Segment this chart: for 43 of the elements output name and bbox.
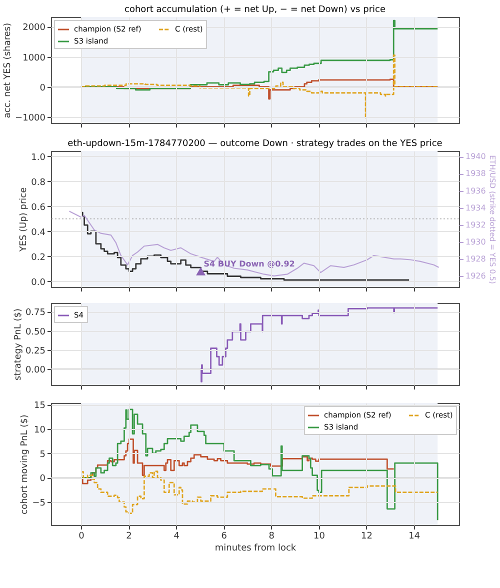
y-tick-label: 0.6 (31, 202, 46, 213)
y-tick-label: 10 (34, 425, 46, 436)
x-tick-label: 4 (174, 532, 180, 542)
y-axis-title: YES (Up) price (19, 186, 30, 253)
x-axis-title: minutes from lock (214, 544, 297, 554)
y-tick-label: 0 (40, 83, 46, 94)
y-tick-label: 1.0 (31, 152, 46, 163)
y-tick-label: 0.4 (31, 228, 46, 238)
line-series (68, 210, 440, 276)
chart-title: eth-updown-15m-1784770200 — outcome Down · strategy trades on the YES price (68, 139, 443, 149)
x-tick-label: 2 (126, 532, 132, 542)
y2-tick-label: 1930 (466, 237, 486, 246)
y-tick-label: 15 (34, 401, 46, 412)
x-tick-label: 10 (313, 532, 326, 542)
y2-tick-label: 1932 (466, 220, 486, 230)
x-tick-label: 6 (221, 532, 228, 542)
y-tick-label: 0.50 (25, 327, 46, 338)
y-tick-label: −1000 (15, 113, 46, 124)
chart-title: cohort accumulation (+ = net Up, − = net Down) vs price (124, 5, 386, 15)
y2-tick-label: 1928 (466, 254, 486, 264)
y-tick-label: 0 (40, 474, 46, 484)
y-axis-title: acc. net YES (shares) (3, 22, 14, 118)
y-axis-title: cohort moving PnL ($) (20, 414, 30, 514)
x-tick-label: 8 (268, 532, 275, 542)
y-tick-label: 0.75 (25, 308, 46, 318)
x-tick-label: 0 (78, 532, 85, 542)
y-tick-label: 0.2 (31, 252, 46, 263)
x-tick-label: 12 (361, 532, 372, 542)
x-tick-label: 14 (408, 532, 420, 542)
y2-tick-label: 1940 (466, 152, 486, 162)
y-tick-label: 1000 (22, 53, 46, 64)
y2-tick-label: 1938 (466, 169, 486, 178)
y2-tick-label: 1926 (466, 271, 486, 280)
y-tick-label: −5 (32, 498, 46, 509)
y-tick-label: 2000 (22, 23, 46, 34)
y2-tick-label: 1936 (466, 186, 486, 196)
y-tick-label: 0.00 (25, 365, 46, 376)
y-tick-label: 0.8 (31, 178, 46, 188)
y2-tick-label: 1934 (466, 203, 486, 212)
y-axis-title: strategy PnL ($) (13, 308, 24, 380)
y-tick-label: 5 (40, 450, 46, 460)
y-tick-label: 0.0 (31, 278, 46, 288)
y-tick-label: 0.25 (25, 346, 46, 356)
